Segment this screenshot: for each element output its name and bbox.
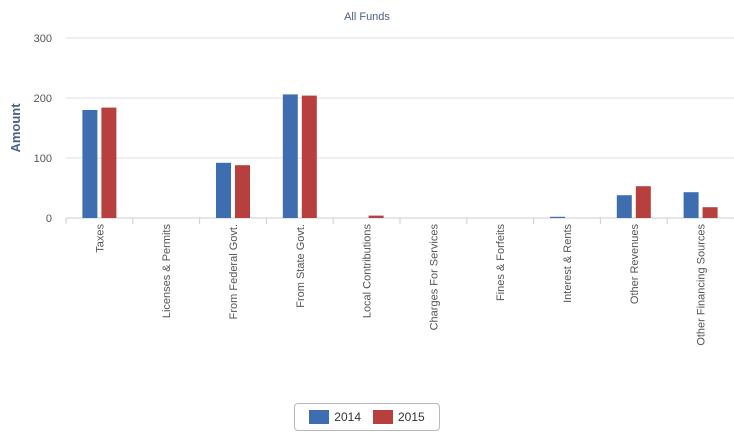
- bar-2015-10: [702, 207, 718, 218]
- legend: 2014 2015: [294, 403, 440, 431]
- x-tick-label: Fines & Forfeits: [495, 224, 507, 302]
- y-axis-label: Amount: [8, 103, 23, 153]
- y-tick-label: 200: [34, 93, 52, 105]
- legend-swatch: [309, 410, 330, 424]
- bar-2014-1: [82, 110, 98, 218]
- legend-item-series-1[interactable]: 2014: [309, 410, 361, 424]
- bar-2014-4: [282, 94, 298, 218]
- x-tick-label: Local Contributions: [362, 224, 374, 319]
- legend-label: 2015: [398, 410, 425, 424]
- x-tick-label: Charges For Services: [428, 224, 440, 331]
- bar-2015-3: [235, 165, 250, 218]
- x-tick-label: Licenses & Permits: [161, 224, 173, 319]
- bar-2014-10: [683, 192, 699, 218]
- bar-2015-4: [301, 95, 317, 218]
- chart-title: All Funds: [344, 11, 390, 23]
- legend-item-series-2[interactable]: 2015: [373, 410, 425, 424]
- x-tick-label: Interest & Rents: [562, 224, 574, 303]
- bar-2015-9: [635, 186, 651, 218]
- x-tick-label: From State Govt.: [295, 224, 307, 308]
- bar-2014-9: [616, 195, 632, 218]
- y-tick-label: 100: [34, 153, 52, 165]
- bar-2015-1: [101, 107, 117, 218]
- bar-2014-8: [550, 216, 565, 218]
- x-tick-label: Taxes: [94, 224, 106, 253]
- y-tick-label: 300: [34, 33, 52, 45]
- bar-2014-3: [216, 162, 231, 218]
- x-tick-label: Other Financing Sources: [696, 224, 708, 346]
- legend-label: 2014: [334, 410, 361, 424]
- y-tick-label: 0: [46, 213, 52, 225]
- bar-2015-5: [368, 215, 384, 218]
- x-tick-label: From Federal Govt.: [228, 224, 240, 319]
- x-tick-label: Other Revenues: [629, 224, 641, 305]
- legend-swatch: [373, 410, 393, 424]
